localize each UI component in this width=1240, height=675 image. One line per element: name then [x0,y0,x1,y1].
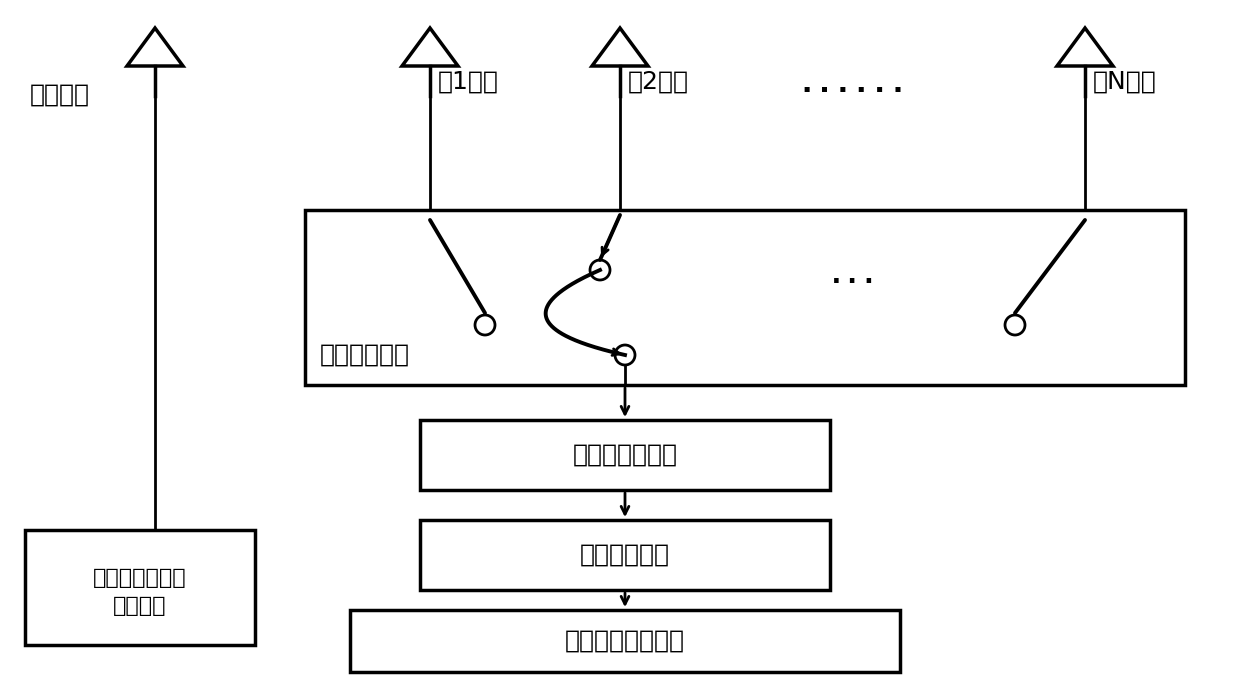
Text: 雷达信号处理模块: 雷达信号处理模块 [565,629,684,653]
Bar [350,610,900,672]
Text: 调频连续波信号: 调频连续波信号 [93,568,187,587]
Text: 单通道接收模块: 单通道接收模块 [573,443,677,467]
Bar [420,420,830,490]
Text: ...: ... [827,261,878,289]
Text: 第2阵元: 第2阵元 [627,70,689,94]
Bar [305,210,1185,385]
Bar [420,520,830,590]
Text: 相位恢复模块: 相位恢复模块 [580,543,670,567]
Text: 第1阵元: 第1阵元 [438,70,498,94]
Text: 射频开关模块: 射频开关模块 [320,343,410,367]
Text: 发射天线: 发射天线 [30,83,91,107]
Text: 第N阵元: 第N阵元 [1092,70,1157,94]
Text: ......: ...... [797,68,908,97]
Bar [25,530,255,645]
Text: 产生模块: 产生模块 [113,595,166,616]
